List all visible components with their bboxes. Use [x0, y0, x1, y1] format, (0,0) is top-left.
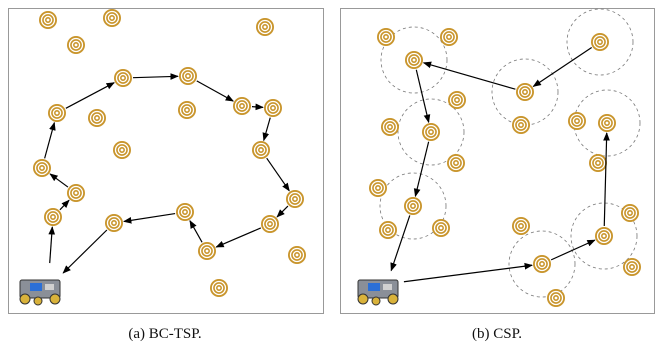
path-arrow	[190, 221, 202, 243]
sensor-icon	[67, 36, 85, 54]
path-arrow	[133, 76, 178, 77]
caption: (b) CSP.	[472, 326, 522, 342]
sensor-icon	[113, 141, 131, 159]
sensor-icon	[33, 159, 51, 177]
sensor-icon	[114, 69, 132, 87]
sensor-icon	[512, 217, 530, 235]
path-arrow	[66, 83, 114, 109]
sensor-icon	[39, 11, 57, 29]
path-arrow	[63, 230, 107, 273]
sensor-icon	[621, 204, 639, 222]
figure: (a) BC-TSP. (b) CSP.	[0, 0, 662, 353]
robot-icon	[358, 280, 398, 305]
sensor-icon	[179, 67, 197, 85]
sensor-icon	[252, 141, 270, 159]
sensor-icon	[379, 221, 397, 239]
sensor-icon	[105, 214, 123, 232]
panel-frame	[341, 9, 655, 314]
sensor-icon	[405, 51, 423, 69]
sensor-icon	[288, 246, 306, 264]
sensor-icon	[533, 255, 551, 273]
sensor-icon	[233, 97, 251, 115]
sensor-icon	[198, 242, 216, 260]
path-arrow	[277, 206, 288, 217]
sensor-icon	[432, 219, 450, 237]
sensor-icon	[369, 179, 387, 197]
sensor-icon	[448, 91, 466, 109]
path-arrow	[60, 200, 69, 210]
sensor-icon	[44, 208, 62, 226]
sensor-icon	[447, 154, 465, 172]
sensor-icon	[381, 118, 399, 136]
path-arrow	[533, 48, 591, 87]
sensor-icon	[264, 99, 282, 117]
path-arrow	[45, 123, 55, 159]
sensor-icon	[422, 123, 440, 141]
sensor-icon	[176, 203, 194, 221]
sensor-icon	[547, 289, 565, 307]
path-arrow	[264, 118, 271, 141]
path-arrow	[50, 174, 68, 187]
path-arrow	[50, 227, 53, 263]
path-arrow	[252, 107, 263, 108]
sensor-icon	[516, 83, 534, 101]
path-arrow	[415, 142, 428, 197]
sensor-icon	[595, 227, 613, 245]
path-arrow	[124, 214, 175, 222]
path-arrow	[604, 133, 606, 226]
sensor-icon	[377, 28, 395, 46]
sensor-icon	[67, 184, 85, 202]
sensor-icon	[404, 197, 422, 215]
sensor-icon	[512, 116, 530, 134]
path-arrow	[551, 240, 595, 260]
diagram-layer	[20, 9, 641, 307]
sensor-icon	[103, 9, 121, 27]
path-arrow	[404, 265, 532, 281]
sensor-icon	[568, 112, 586, 130]
robot-icon	[20, 280, 60, 305]
sensor-icon	[88, 109, 106, 127]
sensor-icon	[598, 114, 616, 132]
panel-frame	[9, 9, 324, 314]
path-arrow	[267, 158, 290, 191]
sensor-icon	[589, 154, 607, 172]
sensor-icon	[178, 101, 196, 119]
path-arrow	[216, 228, 261, 247]
path-arrow	[197, 81, 234, 101]
sensor-icon	[591, 33, 609, 51]
sensor-icon	[256, 18, 274, 36]
sensor-icon	[440, 28, 458, 46]
path-arrow	[416, 70, 428, 123]
path-arrow	[424, 63, 516, 89]
sensor-icon	[210, 279, 228, 297]
caption: (a) BC-TSP.	[128, 326, 201, 342]
sensor-icon	[261, 215, 279, 233]
sensor-icon	[286, 190, 304, 208]
sensor-icon	[48, 104, 66, 122]
sensor-icon	[623, 258, 641, 276]
